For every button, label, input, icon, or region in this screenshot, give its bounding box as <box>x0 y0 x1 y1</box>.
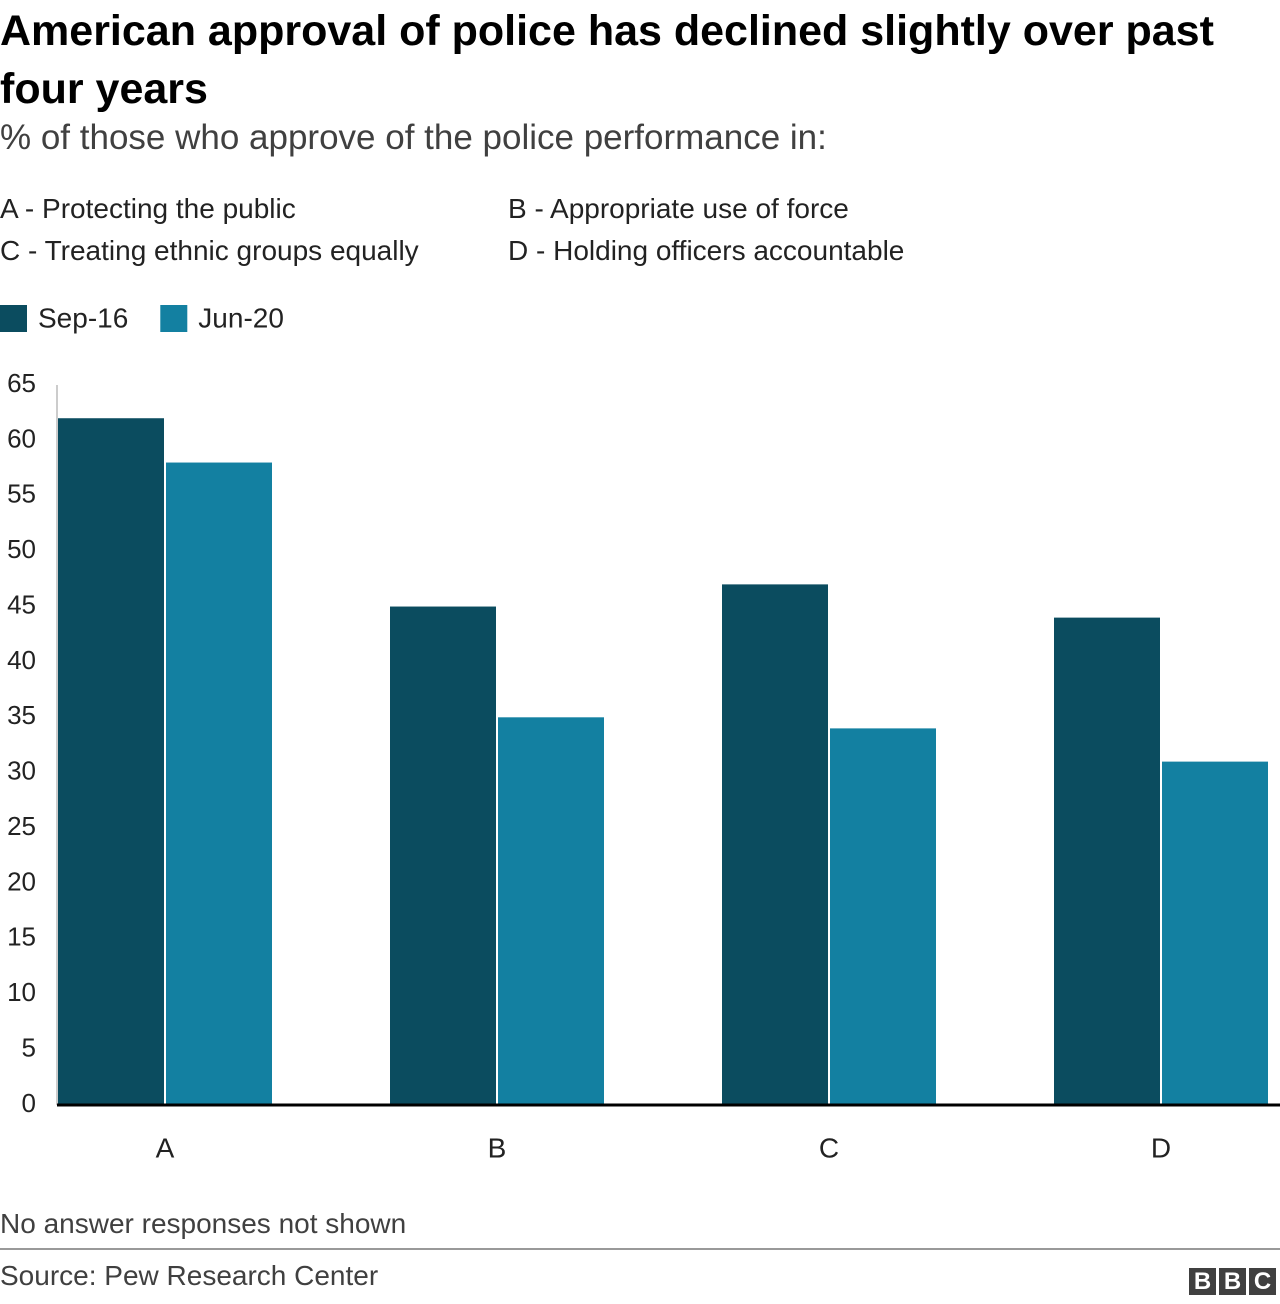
logo: B B C <box>1189 1268 1276 1295</box>
y-tick-label: 65 <box>7 368 36 398</box>
y-tick-label: 55 <box>7 479 36 509</box>
bar <box>830 728 936 1105</box>
footnote: No answer responses not shown <box>0 1208 407 1239</box>
x-tick-label: B <box>488 1132 507 1163</box>
legend-swatch <box>0 305 27 332</box>
bar <box>390 606 496 1105</box>
y-tick-label: 15 <box>7 922 36 952</box>
category-note: C - Treating ethnic groups equally <box>0 235 419 266</box>
y-tick-label: 50 <box>7 534 36 564</box>
category-note: A - Protecting the public <box>0 193 296 224</box>
y-tick-label: 20 <box>7 866 36 896</box>
category-note: B - Appropriate use of force <box>508 193 849 224</box>
y-tick-label: 45 <box>7 589 36 619</box>
logo-letter: B <box>1189 1268 1216 1295</box>
x-tick-label: C <box>819 1132 839 1163</box>
x-tick-label: D <box>1151 1132 1171 1163</box>
source: Source: Pew Research Center <box>0 1260 379 1291</box>
bar <box>722 584 828 1105</box>
y-tick-label: 5 <box>22 1032 36 1062</box>
y-tick-label: 30 <box>7 756 36 786</box>
divider <box>0 1248 1280 1250</box>
bar <box>1162 761 1268 1105</box>
bar <box>1054 617 1160 1105</box>
logo-letter: C <box>1249 1268 1276 1295</box>
legend-label: Sep-16 <box>38 302 128 333</box>
y-tick-label: 0 <box>22 1088 36 1118</box>
y-tick-label: 60 <box>7 423 36 453</box>
y-tick-label: 25 <box>7 811 36 841</box>
x-tick-label: A <box>156 1132 175 1163</box>
y-tick-label: 10 <box>7 977 36 1007</box>
bar <box>166 462 272 1105</box>
chart-title: American approval of police has declined… <box>0 7 1214 113</box>
category-note: D - Holding officers accountable <box>508 235 905 266</box>
chart-subtitle: % of those who approve of the police per… <box>0 118 827 157</box>
logo-letter: B <box>1219 1268 1246 1295</box>
y-tick-label: 35 <box>7 700 36 730</box>
bar <box>498 717 604 1105</box>
legend-swatch <box>160 305 188 332</box>
legend-label: Jun-20 <box>198 302 284 333</box>
y-tick-label: 40 <box>7 645 36 675</box>
bar <box>58 418 164 1105</box>
